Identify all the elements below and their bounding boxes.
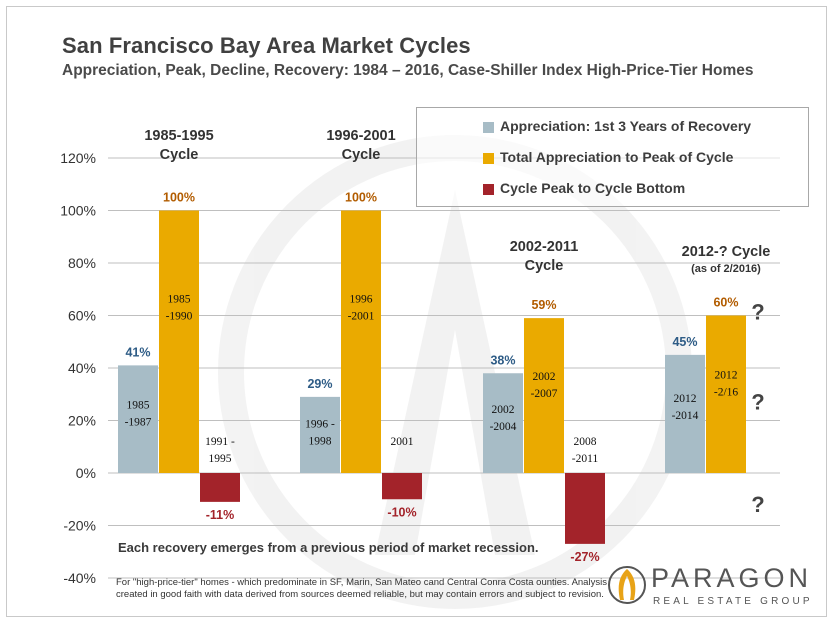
y-tick-label: 100%	[60, 203, 96, 219]
y-tick-label: -20%	[63, 518, 96, 534]
data-label: 41%	[125, 345, 150, 359]
figure-border	[6, 6, 827, 617]
bar-appreciation	[665, 354, 705, 473]
question-mark: ?	[751, 492, 764, 517]
bar-peak	[524, 318, 564, 473]
bar-period-label: 1991 -	[205, 436, 235, 448]
data-label: -27%	[570, 550, 599, 564]
footnote: For "high-price-tier" homes - which pred…	[116, 577, 607, 600]
legend-swatch-appreciation	[483, 122, 494, 133]
legend-swatch-peak	[483, 153, 494, 164]
legend-label-peak: Total Appreciation to Peak of Cycle	[500, 149, 734, 165]
chart-title: San Francisco Bay Area Market Cycles	[62, 33, 471, 58]
cycle-label: Cycle	[342, 147, 381, 163]
bar-peak	[706, 315, 746, 473]
data-label: -11%	[206, 508, 235, 522]
bar-period-label: 2012	[674, 393, 697, 405]
logo-name: PARAGON	[651, 563, 813, 593]
legend: Appreciation: 1st 3 Years of Recovery To…	[416, 107, 809, 207]
bar-period-label: 2002	[533, 371, 556, 383]
y-tick-label: 60%	[68, 308, 96, 324]
bar-period-label: -2007	[531, 388, 558, 400]
bar-period-label: 1985	[127, 399, 150, 411]
cycle-label: Cycle	[160, 147, 199, 163]
bar-decline	[382, 473, 422, 500]
data-label: 45%	[672, 335, 697, 349]
question-mark: ?	[751, 390, 764, 415]
cycle-label: (as of 2/2016)	[691, 263, 761, 275]
bar-period-label: 2008	[574, 436, 597, 448]
bar-peak	[159, 210, 199, 473]
bar-period-label: 2002	[492, 404, 515, 416]
bar-period-label: 2001	[391, 436, 414, 448]
bar-period-label: -2/16	[714, 387, 739, 399]
y-tick-label: -40%	[63, 570, 96, 586]
bar-period-label: 1995	[209, 453, 232, 465]
bar-period-label: 1996	[350, 293, 373, 305]
y-tick-label: 0%	[76, 465, 96, 481]
data-label: 100%	[163, 191, 195, 205]
bar-decline	[200, 473, 240, 502]
bar-period-label: -2011	[572, 453, 599, 465]
bar-period-label: 1998	[309, 435, 332, 447]
y-tick-label: 40%	[68, 360, 96, 376]
data-label: 29%	[307, 377, 332, 391]
cycle-label: 1985-1995	[144, 128, 213, 144]
chart-note: Each recovery emerges from a previous pe…	[118, 540, 539, 555]
bar-appreciation	[300, 396, 340, 473]
legend-label-decline: Cycle Peak to Cycle Bottom	[500, 180, 686, 196]
bar-period-label: -2004	[490, 421, 517, 433]
bar-appreciation	[118, 365, 158, 473]
y-tick-label: 120%	[60, 150, 96, 166]
legend-swatch-decline	[483, 184, 494, 195]
y-tick-label: 20%	[68, 413, 96, 429]
bar-peak	[341, 210, 381, 473]
chart-subtitle: Appreciation, Peak, Decline, Recovery: 1…	[62, 62, 754, 79]
watermark-logo-icon	[218, 135, 692, 609]
data-label: 100%	[345, 191, 377, 205]
cycle-label: 1996-2001	[326, 128, 395, 144]
logo-tagline: REAL ESTATE GROUP	[653, 596, 813, 607]
data-label: 59%	[531, 298, 556, 312]
cycle-label: Cycle	[525, 258, 564, 274]
bar-period-label: 1985	[168, 293, 191, 305]
data-label: 38%	[490, 353, 515, 367]
data-label: 60%	[713, 296, 738, 310]
cycle-label: 2012-? Cycle	[682, 244, 771, 260]
bar-period-label: 2012	[715, 370, 738, 382]
y-tick-label: 80%	[68, 255, 96, 271]
cycle-label: 2002-2011	[510, 239, 579, 255]
bar-period-label: -2014	[672, 410, 699, 422]
bar-period-label: -2001	[348, 310, 375, 322]
bar-decline	[565, 473, 605, 544]
bar-appreciation	[483, 373, 523, 473]
question-mark: ?	[751, 300, 764, 325]
legend-label-appreciation: Appreciation: 1st 3 Years of Recovery	[500, 118, 752, 134]
bar-period-label: -1987	[125, 416, 152, 428]
data-label: -10%	[387, 505, 416, 519]
bar-period-label: -1990	[166, 310, 193, 322]
bar-period-label: 1996 -	[305, 418, 335, 430]
